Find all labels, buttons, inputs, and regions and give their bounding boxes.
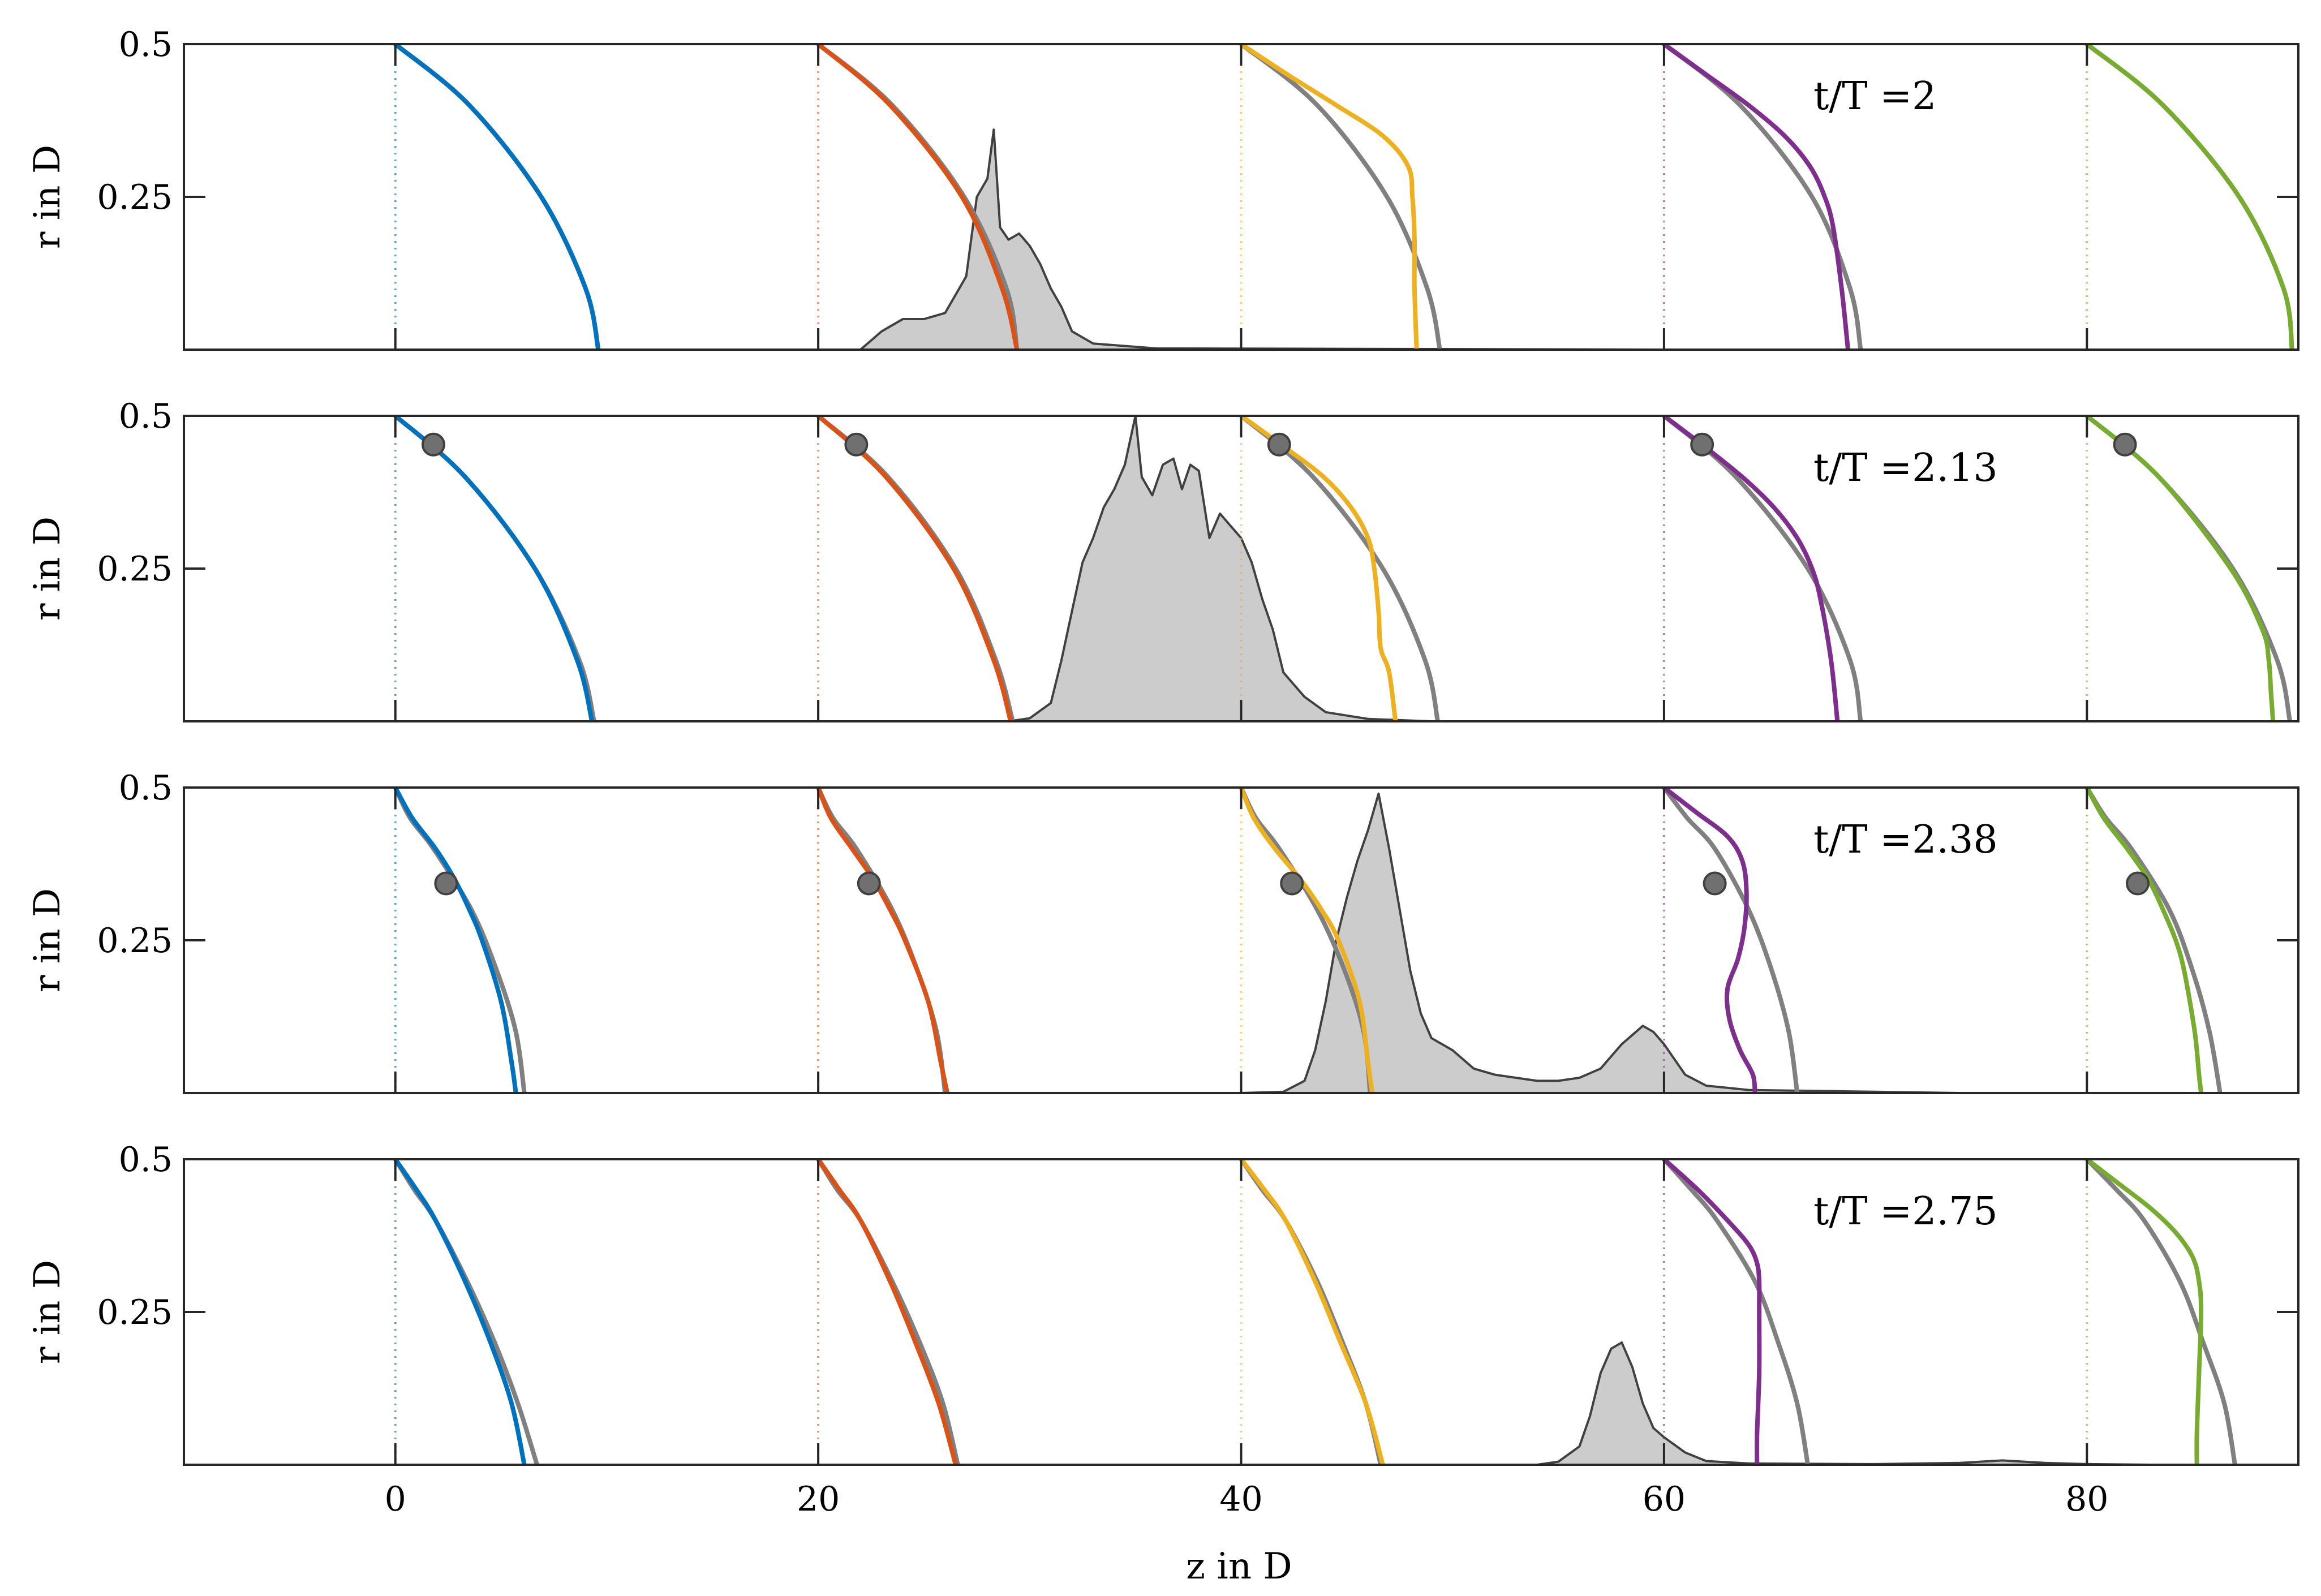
reference-profile-40: [1239, 44, 1442, 350]
y-tick-label: 0.5: [119, 397, 173, 436]
x-tick-label: 60: [1643, 1479, 1686, 1519]
profile-40: [1239, 1159, 1385, 1465]
profile-20: [816, 788, 950, 1093]
marker-2: [857, 871, 881, 896]
reference-profile-80: [2084, 416, 2293, 721]
density-line: [184, 416, 2298, 721]
time-annotation: t/T =2.13: [1813, 446, 1998, 491]
profile-20: [816, 44, 1020, 350]
profile-80: [2084, 1159, 2204, 1465]
panel-3: 0.25 0.5 r in D t/T =2.38: [27, 768, 2299, 1094]
y-axis-label: r in D: [27, 888, 68, 992]
y-tick-label: 0.5: [119, 1140, 173, 1180]
x-tick-label: 0: [385, 1479, 406, 1519]
reference-profile-20: [816, 1159, 960, 1465]
x-tick-label: 20: [797, 1479, 840, 1519]
panel-plot-area: [184, 788, 2298, 1093]
profile-0: [393, 1159, 527, 1465]
panels-layer: 0.25 0.5 r in D t/T =2 0.25 0.5 r in D t/T =2.1…: [27, 25, 2299, 1466]
y-tick-label: 0.25: [97, 549, 173, 589]
marker-4: [1703, 871, 1727, 896]
y-tick-label: 0.25: [97, 921, 173, 961]
panel-plot-area: [184, 416, 2298, 721]
profile-0: [393, 788, 518, 1093]
panel-plot-area: [184, 44, 2298, 350]
time-annotation: t/T =2.75: [1813, 1189, 1998, 1234]
reference-profile-0: [393, 416, 596, 721]
density-line: [184, 792, 2298, 1093]
profile-0: [393, 44, 601, 350]
marker-3: [1280, 871, 1304, 896]
y-tick-label: 0.25: [97, 178, 173, 217]
marker-5: [2125, 871, 2150, 896]
time-annotation: t/T =2: [1813, 74, 1936, 119]
x-tick-label: 80: [2065, 1479, 2108, 1519]
profile-40: [1239, 44, 1419, 350]
profile-80: [2084, 788, 2204, 1093]
y-tick-label: 0.5: [119, 25, 173, 64]
reference-profile-40: [1239, 1159, 1383, 1465]
marker-4: [1690, 432, 1714, 457]
marker-5: [2113, 432, 2137, 457]
y-tick-label: 0.25: [97, 1293, 173, 1332]
density-fill: [184, 416, 2298, 721]
y-tick-label: 0.5: [119, 768, 173, 808]
profile-20: [816, 1159, 958, 1465]
marker-1: [421, 432, 445, 457]
density-line: [184, 1341, 2298, 1465]
reference-profile-20: [816, 788, 948, 1093]
x-axis-label: z in D: [1186, 1546, 1292, 1588]
panel-4: 0.25 0.5 r in D t/T =2.75: [27, 1140, 2299, 1466]
reference-profile-0: [393, 788, 527, 1093]
profile-0: [393, 416, 595, 721]
time-annotation: t/T =2.38: [1813, 818, 1998, 862]
marker-1: [434, 871, 458, 896]
panel-plot-area: [184, 1159, 2298, 1465]
panel-2: 0.25 0.5 r in D t/T =2.13: [27, 397, 2299, 722]
reference-profile-80: [2084, 788, 2223, 1093]
profile-20: [816, 416, 1013, 721]
profile-40: [1239, 788, 1375, 1093]
profile-60: [1661, 788, 1757, 1093]
y-axis-label: r in D: [27, 517, 68, 621]
profile-60: [1661, 1159, 1762, 1465]
density-line: [184, 128, 2298, 350]
x-axis: 0 20 40 60 80: [385, 1479, 2109, 1519]
reference-profile-80: [2084, 1159, 2237, 1465]
marker-3: [1267, 432, 1291, 457]
profile-60: [1661, 44, 1850, 350]
x-tick-label: 40: [1219, 1479, 1262, 1519]
marker-2: [844, 432, 869, 457]
profile-60: [1661, 416, 1840, 721]
y-axis-label: r in D: [27, 145, 68, 249]
reference-profile-60: [1661, 1159, 1810, 1465]
panel-1: 0.25 0.5 r in D t/T =2: [27, 25, 2299, 351]
profile-80: [2084, 44, 2294, 350]
reference-profile-80: [2084, 44, 2294, 350]
profile-40: [1239, 416, 1398, 721]
reference-profile-60: [1661, 788, 1800, 1093]
y-axis-label: r in D: [27, 1260, 68, 1364]
profile-80: [2084, 416, 2276, 721]
reference-profile-20: [816, 416, 1015, 721]
reference-profile-40: [1239, 416, 1440, 721]
reference-profile-0: [393, 44, 601, 350]
